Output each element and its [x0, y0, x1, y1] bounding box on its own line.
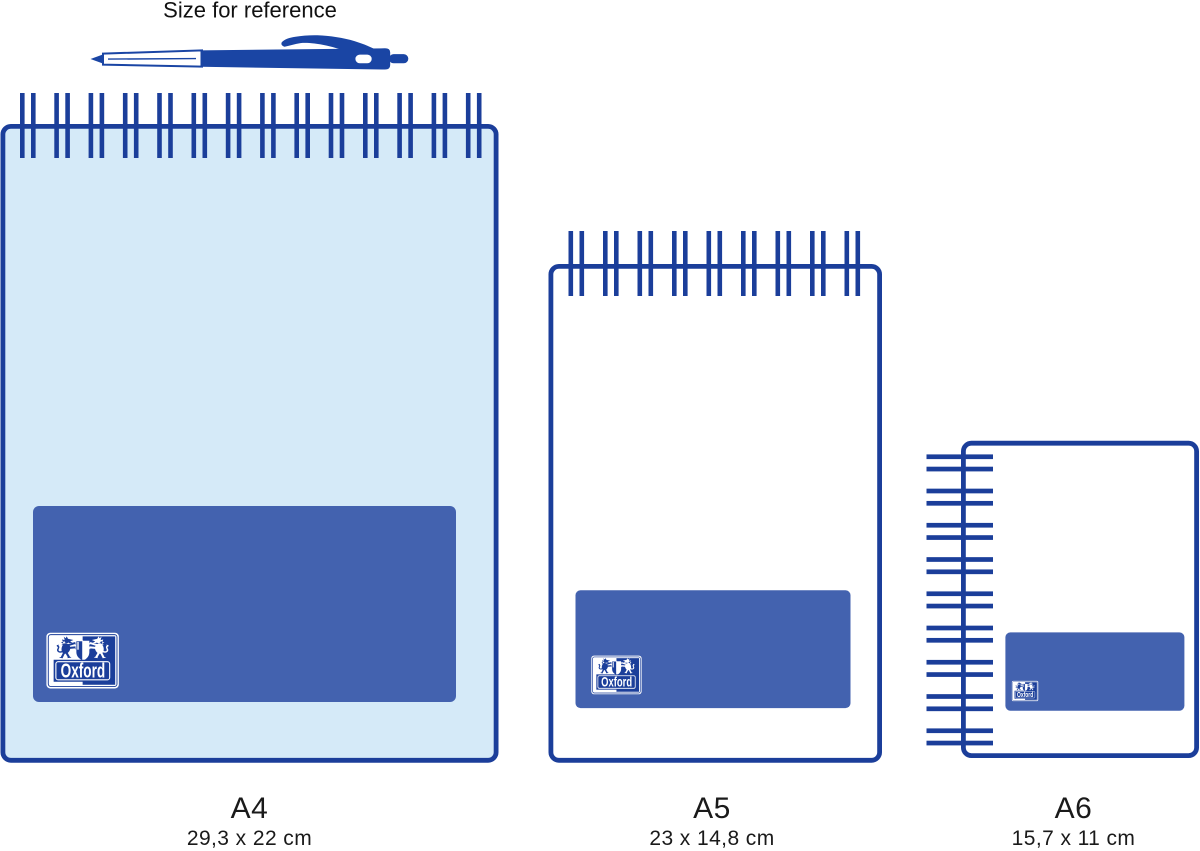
svg-text:A4: A4 — [231, 792, 269, 825]
svg-text:29,3 x 22 cm: 29,3 x 22 cm — [187, 827, 312, 850]
svg-text:23 x 14,8 cm: 23 x 14,8 cm — [649, 827, 774, 850]
svg-text:15,7 x 11 cm: 15,7 x 11 cm — [1012, 827, 1136, 850]
svg-text:Size for reference: Size for reference — [163, 0, 337, 22]
svg-text:A5: A5 — [693, 792, 731, 825]
svg-text:A6: A6 — [1055, 792, 1093, 825]
